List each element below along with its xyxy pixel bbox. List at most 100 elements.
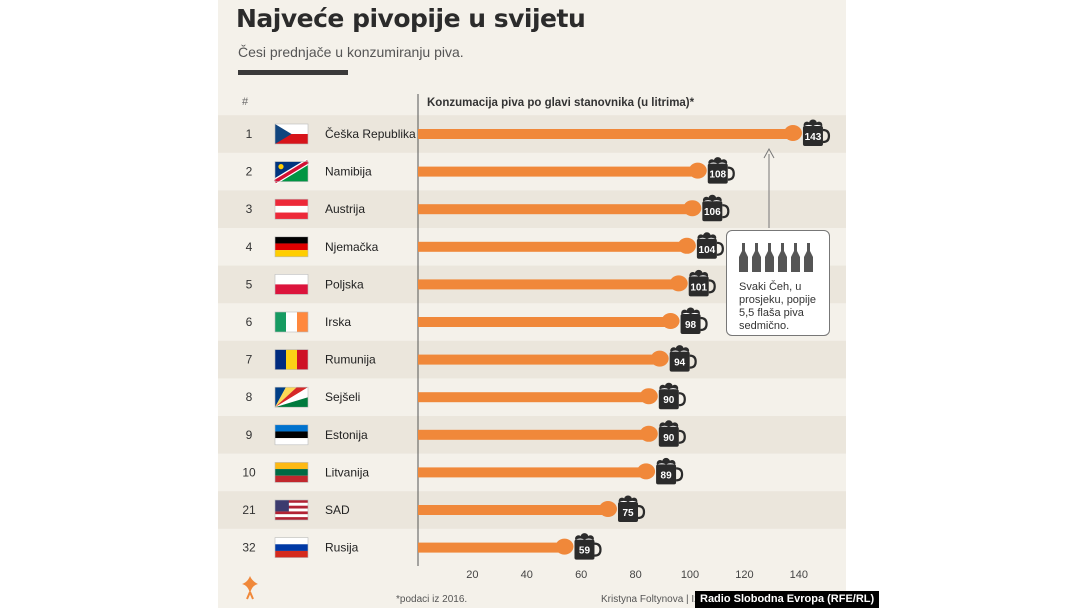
hand-shape (637, 463, 656, 480)
bar (418, 279, 679, 290)
x-tick-label: 80 (629, 569, 641, 581)
bottle-icon (752, 243, 761, 272)
country-label: Rusija (325, 541, 359, 555)
bar (418, 241, 687, 252)
bar-row: 1 Češka Republika 143 (246, 119, 831, 146)
hand-shape (599, 501, 617, 517)
country-label: Litvanija (325, 465, 369, 479)
beer-mug-icon (658, 382, 686, 410)
bottle-icon (739, 243, 748, 272)
bar (418, 392, 649, 403)
hand-shape (688, 162, 707, 179)
lithuania-flag-icon (274, 462, 309, 483)
value-label: 89 (661, 470, 673, 481)
beer-mug-icon (707, 157, 735, 184)
beer-mug-icon (696, 232, 724, 259)
hand-shape (683, 200, 702, 217)
beer-mug-icon (669, 345, 697, 372)
country-label: Austrija (325, 202, 365, 216)
bar (418, 429, 649, 440)
title-rule (238, 70, 348, 75)
beer-mug-icon (618, 495, 646, 522)
germany-flag-icon (274, 236, 309, 258)
czech-flag-icon (274, 123, 309, 145)
bar-row: 9 Estonija 90 (246, 420, 686, 447)
rfe-logo-icon (242, 576, 258, 600)
beer-mug-icon (688, 269, 716, 297)
rank-column-header: # (242, 96, 249, 108)
bar (418, 542, 565, 553)
page-title: Najveće pivopije u svijetu (236, 4, 586, 33)
bottle-icon (778, 243, 787, 272)
bar-row: 7 Rumunija 94 (246, 345, 697, 372)
bar (418, 166, 698, 177)
value-label: 108 (709, 170, 726, 181)
bar (418, 129, 793, 139)
rank-label: 3 (246, 202, 253, 216)
hand-shape (555, 538, 574, 555)
rank-label: 7 (246, 353, 253, 367)
country-label: Estonija (325, 428, 368, 442)
bar (418, 505, 608, 515)
value-label: 143 (805, 132, 822, 143)
seychelles-flag-icon (274, 386, 309, 408)
poland-flag-icon (274, 274, 309, 295)
x-tick-label: 60 (575, 569, 587, 581)
value-label: 104 (699, 245, 716, 256)
rank-label: 5 (246, 277, 253, 291)
estonia-flag-icon (274, 424, 309, 446)
bar (418, 317, 671, 327)
bottle-icon (804, 243, 813, 272)
bottle-icon (765, 243, 774, 272)
beer-mug-icon (574, 533, 602, 560)
annotation-text: Svaki Čeh, u prosjeku, popije 5,5 flaša … (739, 281, 817, 332)
rank-label: 1 (246, 127, 253, 141)
rank-label: 9 (246, 428, 253, 442)
hand-shape (783, 125, 802, 141)
country-label: Poljska (325, 277, 364, 291)
bar-row: 4 Njemačka 104 (246, 232, 724, 259)
annotation-box: Svaki Čeh, u prosjeku, popije 5,5 flaša … (726, 230, 830, 336)
bar-row: 5 Poljska 101 (246, 269, 716, 297)
country-label: SAD (325, 503, 350, 517)
country-label: Irska (325, 315, 351, 329)
bar (418, 354, 660, 365)
hand-shape (677, 237, 696, 254)
country-label: Rumunija (325, 353, 376, 367)
usa-flag-icon (274, 499, 309, 521)
rank-label: 8 (246, 390, 253, 404)
rank-label: 32 (242, 541, 256, 555)
bar-row: 2 Namibija 108 (246, 157, 735, 185)
rank-label: 4 (246, 240, 253, 254)
hand-shape (639, 388, 658, 405)
rank-label: 10 (242, 465, 256, 479)
hand-shape (639, 425, 658, 442)
x-tick-label: 140 (790, 569, 808, 581)
beer-mug-icon (658, 420, 686, 447)
annotation-pointer-arrow (763, 147, 775, 159)
country-label: Češka Republika (325, 126, 416, 141)
page-subtitle: Česi prednjače u konzumiranju piva. (238, 44, 464, 60)
bar (418, 467, 647, 478)
beer-mug-icon (702, 194, 730, 222)
x-tick-label: 100 (681, 569, 699, 581)
value-label: 75 (622, 508, 634, 519)
romania-flag-icon (274, 349, 309, 370)
value-label: 94 (674, 358, 686, 369)
bar-row: 3 Austrija 106 (246, 194, 730, 222)
value-label: 90 (663, 395, 675, 406)
rank-label: 2 (246, 165, 253, 179)
namibia-flag-icon (273, 159, 310, 185)
bar-row: 21 SAD 75 (242, 495, 646, 522)
author-credit: Kristyna Foltynova | Izv (601, 594, 705, 605)
bar-row: 32 Rusija 59 (242, 533, 602, 560)
x-tick-label: 20 (466, 569, 478, 581)
austria-flag-icon (274, 198, 309, 220)
bar (418, 204, 693, 215)
x-tick-label: 40 (521, 569, 533, 581)
ireland-flag-icon (274, 311, 309, 333)
hand-shape (661, 313, 680, 329)
bar-row: 6 Irska 98 (246, 307, 708, 334)
value-label: 59 (579, 546, 591, 557)
value-label: 106 (704, 207, 721, 218)
